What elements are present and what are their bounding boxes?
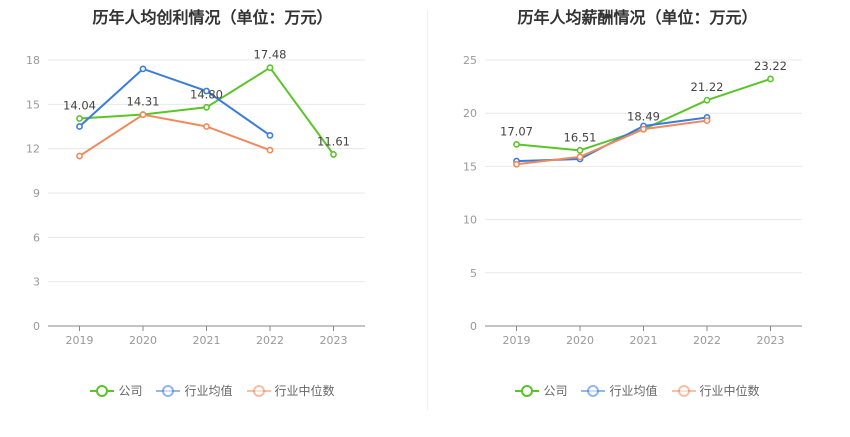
data-point[interactable] [203, 123, 210, 130]
y-tick-label: 12 [26, 143, 40, 156]
profit-per-capita-chart: 历年人均创利情况（单位：万元） 0 3 6 9 12 15 18 2019 2020 2021 20… [0, 8, 425, 399]
data-label: 14.31 [127, 95, 160, 109]
y-tick-label: 0 [33, 320, 40, 333]
chart-legend: 公司 行业均值 行业中位数 [0, 382, 425, 399]
x-tick-label: 2022 [256, 334, 284, 347]
y-tick-label: 5 [470, 267, 477, 280]
series-line-1 [78, 67, 271, 137]
data-point[interactable] [330, 151, 337, 158]
data-point[interactable] [576, 146, 584, 154]
y-tick-label: 3 [33, 276, 40, 289]
data-point[interactable] [513, 140, 520, 148]
x-tick-label: 2022 [693, 334, 721, 347]
y-tick-label: 9 [33, 187, 40, 200]
data-point[interactable] [76, 123, 83, 130]
chart-title: 历年人均薪酬情况（单位：万元） [517, 8, 758, 27]
data-point[interactable] [767, 75, 774, 83]
data-point[interactable] [203, 87, 210, 95]
legend-marker-icon [581, 384, 606, 398]
y-tick-label: 6 [33, 231, 40, 244]
x-tick-label: 2020 [129, 334, 157, 347]
data-point[interactable] [266, 64, 274, 72]
salary-chart-plot: 0 5 10 15 20 25 2019 2020 2021 2022 2023 17.07 16.51… [463, 54, 802, 347]
legend-label: 行业中位数 [274, 384, 335, 398]
data-point[interactable] [76, 115, 83, 122]
data-label: 16.51 [564, 130, 597, 144]
series-line-2 [516, 119, 708, 166]
x-tick-label: 2023 [757, 334, 785, 347]
y-tick-label: 20 [463, 107, 477, 120]
legend-label: 公司 [118, 384, 143, 398]
data-point[interactable] [703, 96, 711, 104]
legend-item[interactable]: 行业中位数 [246, 382, 335, 399]
salary-per-capita-chart: 历年人均薪酬情况（单位：万元） 0 5 10 15 20 25 2019 2020 2021 20… [425, 0, 850, 437]
legend-label: 行业中位数 [699, 384, 760, 398]
data-label: 18.49 [627, 109, 660, 123]
legend-marker-icon [90, 384, 115, 398]
legend-marker-icon [246, 384, 271, 398]
series-line-2 [78, 113, 271, 157]
profit-chart-plot: 0 3 6 9 12 15 18 2019 2020 2021 2022 2023 14.04 14.31… [26, 48, 365, 347]
data-point[interactable] [266, 131, 274, 139]
legend-label: 行业均值 [184, 384, 233, 398]
legend-item[interactable]: 行业中位数 [671, 382, 760, 399]
data-label: 14.80 [190, 87, 223, 101]
legend-item[interactable]: 行业均值 [581, 382, 658, 399]
data-label: 23.22 [754, 59, 787, 73]
legend-item[interactable]: 行业均值 [156, 382, 233, 399]
legend-marker-icon [156, 384, 181, 398]
chart-legend: 公司 行业均值 行业中位数 [425, 382, 850, 399]
data-point[interactable] [266, 146, 274, 154]
data-label: 14.04 [63, 99, 96, 113]
x-tick-label: 2020 [566, 334, 594, 347]
legend-marker-icon [515, 384, 540, 398]
data-point[interactable] [513, 160, 520, 168]
data-point[interactable] [139, 65, 147, 73]
legend-label: 公司 [543, 384, 568, 398]
y-tick-label: 10 [463, 214, 477, 227]
series-line-0 [79, 66, 335, 156]
y-tick-label: 18 [26, 54, 40, 67]
data-label: 17.48 [254, 48, 287, 62]
chart-title: 历年人均创利情况（单位：万元） [92, 8, 333, 27]
data-point[interactable] [139, 111, 147, 119]
x-tick-label: 2019 [66, 334, 94, 347]
data-point[interactable] [76, 152, 83, 160]
x-tick-label: 2019 [503, 334, 531, 347]
legend-marker-icon [671, 384, 696, 398]
data-point[interactable] [203, 103, 210, 111]
x-tick-label: 2021 [193, 334, 221, 347]
y-tick-label: 15 [26, 98, 40, 111]
y-tick-label: 0 [470, 320, 477, 333]
y-tick-label: 25 [463, 54, 477, 67]
panel-divider [427, 10, 428, 410]
data-label: 21.22 [691, 80, 724, 94]
data-label: 11.61 [317, 134, 350, 148]
x-tick-label: 2023 [320, 334, 348, 347]
legend-item[interactable]: 公司 [90, 382, 142, 399]
legend-label: 行业均值 [609, 384, 658, 398]
data-label: 17.07 [500, 124, 533, 138]
data-point[interactable] [640, 125, 647, 133]
data-point[interactable] [703, 117, 711, 125]
y-tick-label: 15 [463, 160, 477, 173]
legend-item[interactable]: 公司 [515, 382, 567, 399]
x-tick-label: 2021 [630, 334, 658, 347]
data-point[interactable] [576, 153, 584, 161]
